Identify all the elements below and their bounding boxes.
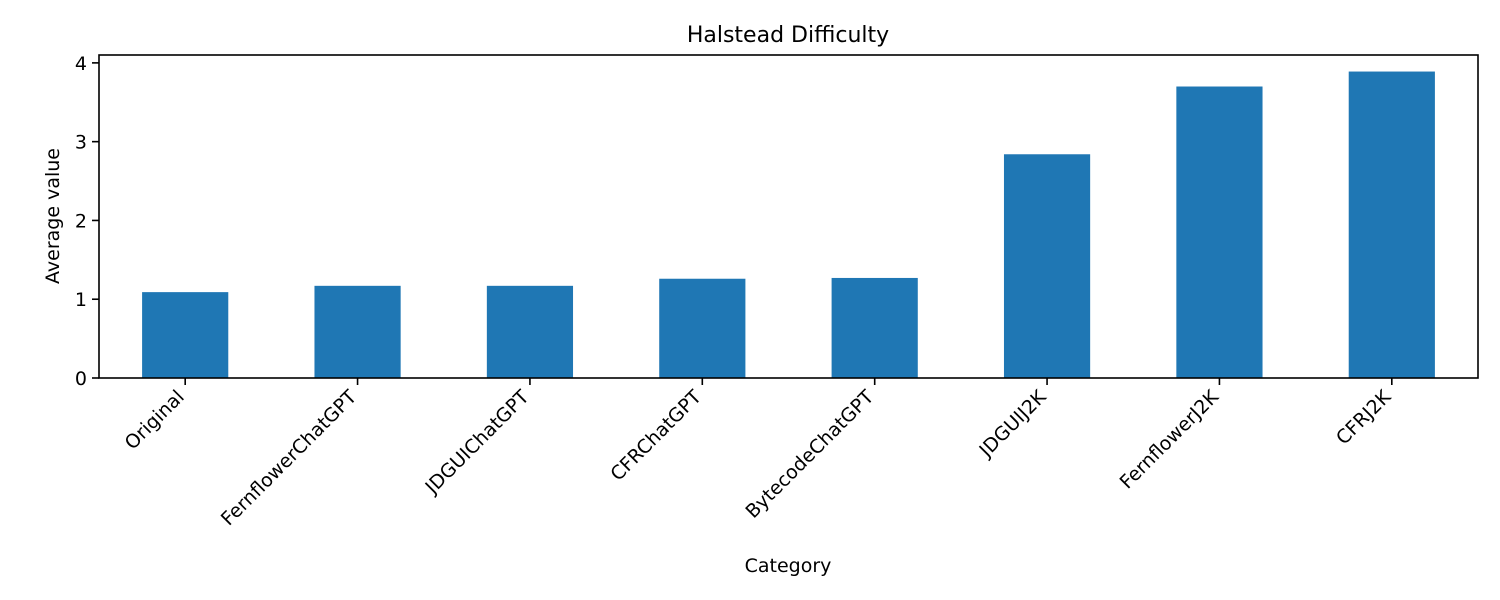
x-tick-label: FernflowerJ2K — [1116, 386, 1224, 494]
y-tick-label: 4 — [75, 53, 87, 75]
bar — [1003, 154, 1091, 378]
x-tick-label: BytecodeChatGPT — [741, 386, 878, 523]
bar — [831, 277, 918, 378]
chart-title: Halstead Difficulty — [687, 23, 889, 48]
y-tick-label: 1 — [75, 289, 87, 311]
x-tick-label: FernflowerChatGPT — [217, 386, 361, 530]
bar — [486, 285, 574, 378]
x-tick-label: JDGUIJ2K — [974, 386, 1050, 462]
y-tick-label: 0 — [75, 368, 87, 390]
x-tick-label: CFRChatGPT — [606, 386, 706, 486]
bar — [659, 278, 746, 378]
bar — [1176, 86, 1263, 378]
plot-frame — [98, 54, 1479, 379]
bar — [142, 292, 229, 378]
x-axis-label: Category — [745, 555, 832, 577]
x-tick-label: CFRJ2K — [1332, 386, 1396, 450]
bar — [1348, 71, 1435, 379]
x-axis: Original FernflowerChatGPT JDGUIChatGPT CFR… — [121, 378, 1396, 530]
bar — [314, 285, 401, 378]
y-axis: 0 1 2 3 4 — [75, 53, 99, 390]
bars — [142, 71, 1435, 379]
y-tick-label: 3 — [75, 132, 87, 154]
x-tick-label: JDGUIChatGPT — [421, 386, 534, 499]
y-axis-label: Average value — [42, 148, 64, 284]
y-tick-label: 2 — [75, 210, 87, 232]
x-tick-label: Original — [121, 386, 189, 454]
